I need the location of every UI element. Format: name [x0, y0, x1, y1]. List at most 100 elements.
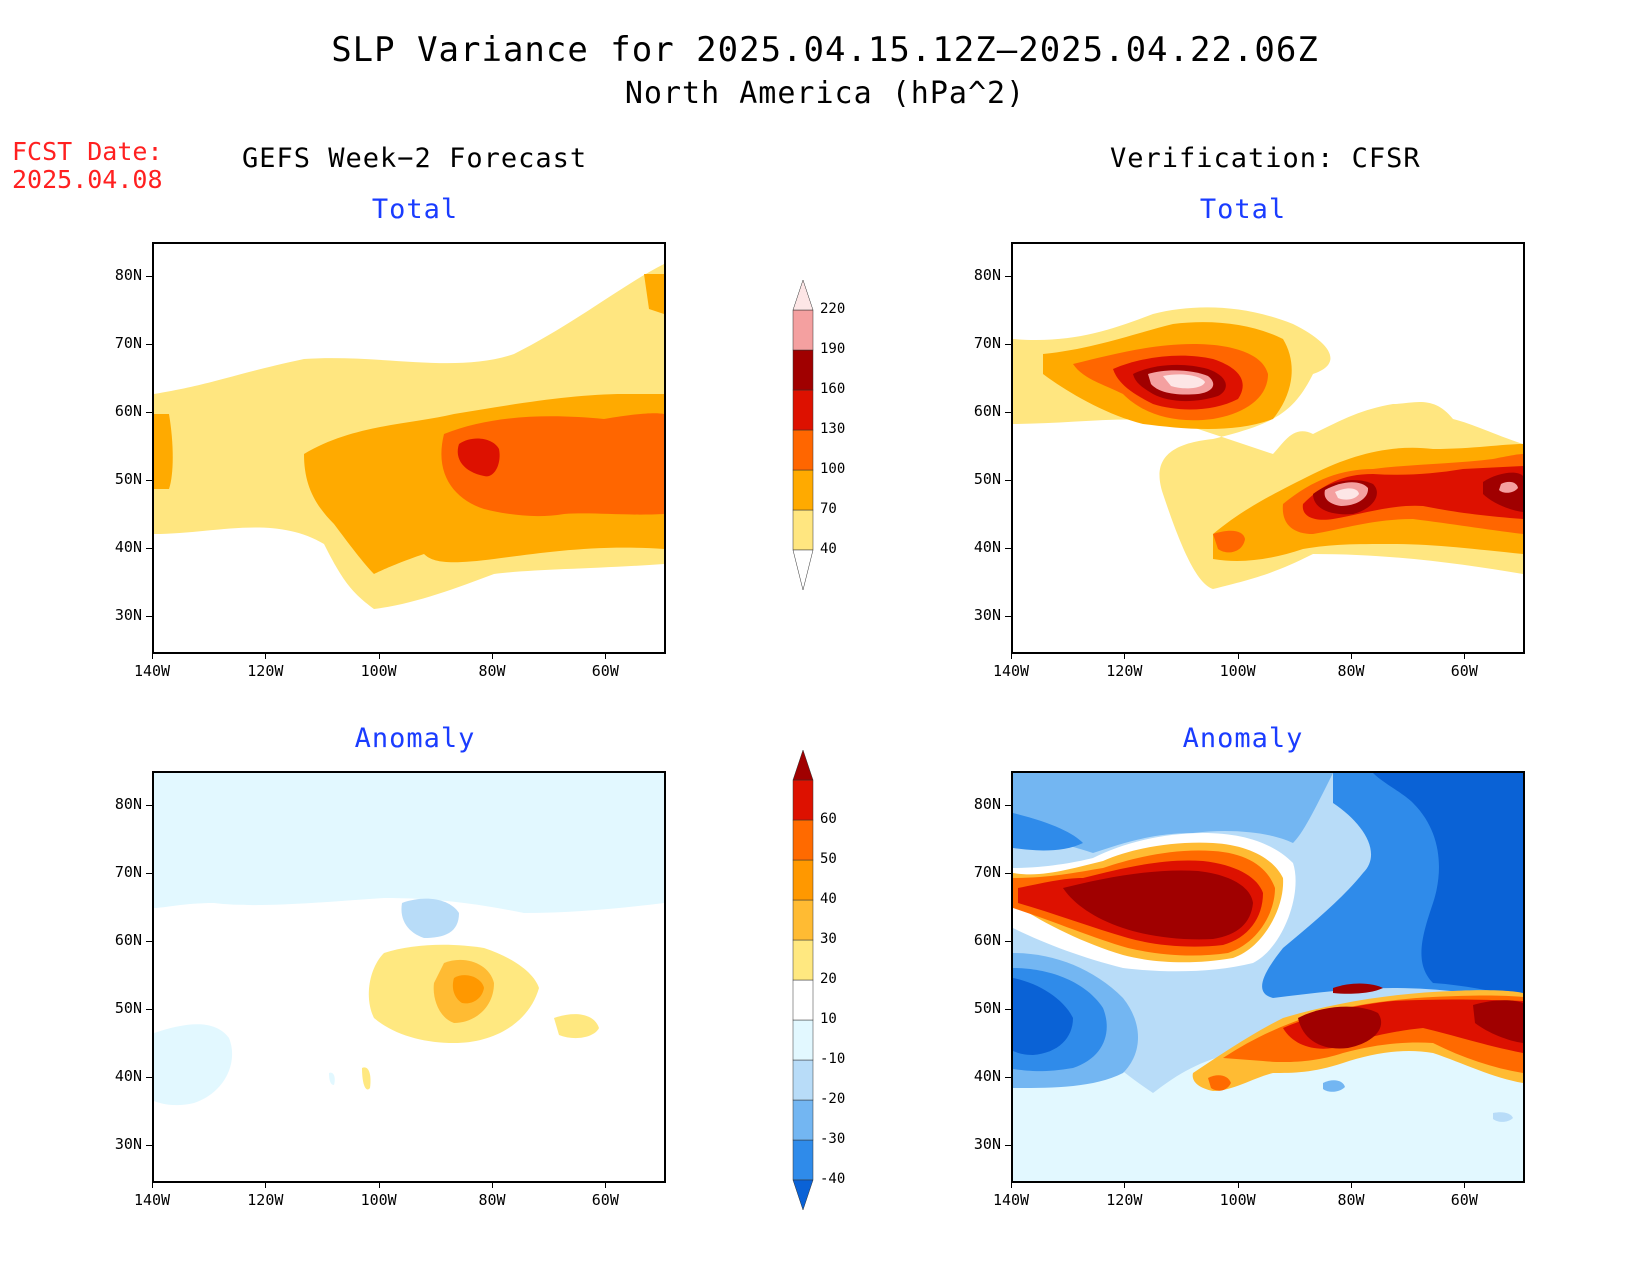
- fcst-date: 2025.04.08: [12, 165, 163, 194]
- main-subtitle: North America (hPa^2): [624, 76, 1026, 111]
- lon-tick-label: 80W: [478, 662, 506, 680]
- lon-tick: [605, 1181, 607, 1188]
- lat-tick-label: 30N: [973, 606, 1001, 624]
- colorbar-swatch: [792, 469, 814, 511]
- lat-tick-label: 70N: [973, 334, 1001, 352]
- lat-tick: [1005, 412, 1012, 413]
- lon-tick: [1237, 1181, 1239, 1188]
- colorbar-swatch: [792, 859, 814, 901]
- lon-tick: [1011, 652, 1012, 659]
- colorbar-anomaly: [790, 749, 820, 1214]
- colorbar-anomaly-swatches: [792, 749, 814, 1211]
- lon-tick: [1124, 1181, 1126, 1188]
- colorbar-swatch: [792, 899, 814, 941]
- lon-tick-label: 60W: [591, 1191, 619, 1209]
- panel-title-bottom-right: Anomaly: [1182, 723, 1304, 754]
- lon-tick: [378, 1181, 380, 1188]
- lat-tick: [146, 344, 153, 345]
- lat-tick-label: 60N: [114, 402, 142, 420]
- colorbar-level-label: -10: [820, 1051, 846, 1067]
- colorbar-swatch: [792, 1059, 814, 1101]
- colorbar-swatch: [792, 1099, 814, 1141]
- lat-tick: [146, 548, 153, 549]
- lon-tick-label: 140W: [133, 1191, 171, 1209]
- lon-tick: [1351, 1181, 1352, 1188]
- lat-tick: [1005, 1077, 1012, 1078]
- colorbar-level-label: 20: [820, 971, 837, 987]
- lat-tick-label: 40N: [114, 1067, 142, 1085]
- colorbar-swatch: [792, 1019, 814, 1061]
- lat-tick-label: 50N: [114, 470, 142, 488]
- lat-tick: [1005, 548, 1012, 549]
- lon-tick-label: 100W: [1219, 662, 1256, 680]
- lon-tick: [1011, 1181, 1012, 1188]
- lon-tick: [265, 652, 267, 659]
- map-panel-verification-anomaly: [1011, 771, 1525, 1183]
- lon-tick-label: 120W: [247, 662, 284, 680]
- colorbar-level-label: -40: [820, 1171, 846, 1187]
- map-verification-anomaly: [1013, 773, 1523, 1181]
- panel-title-top-left: Total: [371, 194, 459, 225]
- lat-tick: [146, 805, 153, 806]
- colorbar-swatch: [792, 979, 814, 1021]
- colorbar-level-label: 30: [820, 931, 837, 947]
- lon-tick-label: 100W: [360, 662, 397, 680]
- lat-tick: [1005, 1009, 1012, 1010]
- map-panel-forecast-total: [152, 242, 666, 654]
- colorbar-level-label: 190: [820, 341, 846, 357]
- lat-tick: [146, 480, 153, 481]
- lat-tick-label: 80N: [114, 795, 142, 813]
- lat-tick-label: 70N: [973, 863, 1001, 881]
- lon-tick-label: 80W: [1337, 662, 1365, 680]
- colorbar-bottom-arrow: [792, 1179, 814, 1211]
- colorbar-level-label: 60: [820, 811, 837, 827]
- lon-tick-label: 100W: [360, 1191, 397, 1209]
- lon-tick-label: 60W: [1450, 1191, 1478, 1209]
- colorbar-level-label: 160: [820, 381, 846, 397]
- colorbar-level-label: 70: [820, 501, 837, 517]
- lat-tick: [1005, 805, 1012, 806]
- lon-tick: [492, 1181, 493, 1188]
- lat-tick: [146, 616, 153, 617]
- lat-tick: [146, 276, 153, 277]
- colorbar-swatch: [792, 509, 814, 551]
- lat-tick: [146, 412, 153, 413]
- colorbar-bottom-arrow: [792, 549, 814, 591]
- lat-tick-label: 80N: [973, 266, 1001, 284]
- colorbar-level-label: 40: [820, 891, 837, 907]
- main-title: SLP Variance for 2025.04.15.12Z–2025.04.…: [331, 30, 1319, 70]
- lat-tick-label: 70N: [114, 863, 142, 881]
- panel-title-bottom-left: Anomaly: [354, 723, 476, 754]
- lat-tick-label: 80N: [973, 795, 1001, 813]
- lat-tick-label: 50N: [973, 470, 1001, 488]
- lon-tick: [492, 652, 493, 659]
- colorbar-level-label: 220: [820, 301, 846, 317]
- lon-tick-label: 80W: [478, 1191, 506, 1209]
- map-panel-forecast-anomaly: [152, 771, 666, 1183]
- fcst-date-label: FCST Date:: [12, 137, 163, 166]
- colorbar-total: [790, 279, 820, 614]
- colorbar-swatch: [792, 429, 814, 471]
- lat-tick: [1005, 344, 1012, 345]
- lon-tick-label: 60W: [591, 662, 619, 680]
- map-verification-total: [1013, 244, 1523, 652]
- lat-tick: [1005, 1145, 1012, 1146]
- colorbar-level-label: 40: [820, 541, 837, 557]
- map-forecast-anomaly: [154, 773, 664, 1181]
- lon-tick-label: 120W: [247, 1191, 284, 1209]
- lon-tick-label: 140W: [992, 662, 1030, 680]
- colorbar-level-label: 10: [820, 1011, 837, 1027]
- lat-tick-label: 40N: [973, 538, 1001, 556]
- map-forecast-total: [154, 244, 664, 652]
- lat-tick: [1005, 941, 1012, 942]
- colorbar-swatch: [792, 389, 814, 431]
- lat-tick: [1005, 873, 1012, 874]
- colorbar-swatch: [792, 819, 814, 861]
- lon-tick-label: 80W: [1337, 1191, 1365, 1209]
- colorbar-level-label: 100: [820, 461, 846, 477]
- lat-tick-label: 60N: [973, 931, 1001, 949]
- lon-tick: [1464, 652, 1466, 659]
- lon-tick: [1464, 1181, 1466, 1188]
- lat-tick-label: 80N: [114, 266, 142, 284]
- lat-tick-label: 60N: [973, 402, 1001, 420]
